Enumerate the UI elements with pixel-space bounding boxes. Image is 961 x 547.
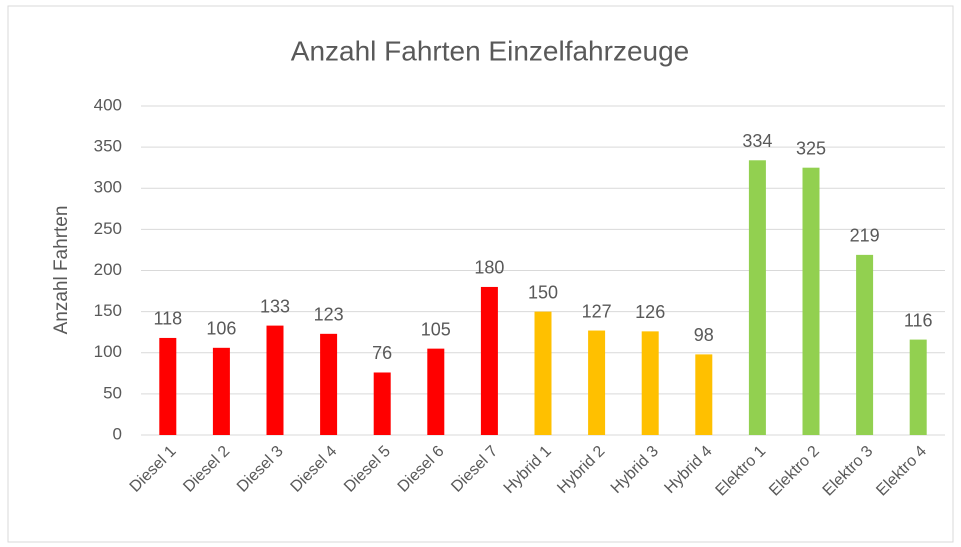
y-tick-label: 50	[103, 383, 122, 402]
data-label: 98	[694, 325, 714, 345]
y-tick-label: 100	[94, 342, 122, 361]
y-tick-label: 200	[94, 260, 122, 279]
chart-title: Anzahl Fahrten Einzelfahrzeuge	[291, 35, 689, 66]
data-label: 106	[206, 319, 236, 339]
bar	[373, 372, 391, 435]
data-label: 127	[582, 301, 612, 321]
bar	[802, 167, 820, 435]
y-tick-label: 250	[94, 219, 122, 238]
data-label: 133	[260, 296, 290, 316]
bar	[212, 347, 230, 435]
data-label: 76	[372, 343, 392, 363]
bar	[534, 311, 552, 435]
y-axis-label: Anzahl Fahrten	[51, 206, 72, 335]
data-label: 126	[635, 302, 665, 322]
data-label: 325	[796, 138, 826, 158]
data-label: 150	[528, 282, 558, 302]
chart-frame	[7, 5, 954, 543]
bar	[748, 160, 766, 435]
bar	[641, 331, 659, 435]
data-label: 334	[742, 131, 772, 151]
bar	[695, 354, 713, 435]
bar	[427, 348, 445, 435]
bar	[909, 339, 927, 435]
bar	[159, 337, 177, 435]
y-tick-label: 400	[94, 95, 122, 114]
bar	[856, 254, 874, 435]
bar	[320, 333, 338, 435]
bar	[266, 325, 284, 435]
data-label: 105	[421, 319, 451, 339]
data-label: 116	[904, 310, 933, 330]
data-label: 219	[850, 226, 880, 246]
data-label: 118	[153, 309, 182, 329]
y-tick-label: 300	[94, 178, 122, 197]
bar	[588, 330, 606, 435]
y-tick-label: 150	[94, 301, 122, 320]
y-tick-label: 350	[94, 137, 122, 156]
bar	[480, 286, 498, 435]
y-tick-label: 0	[113, 424, 122, 443]
data-label: 180	[474, 258, 504, 278]
data-label: 123	[314, 305, 344, 325]
